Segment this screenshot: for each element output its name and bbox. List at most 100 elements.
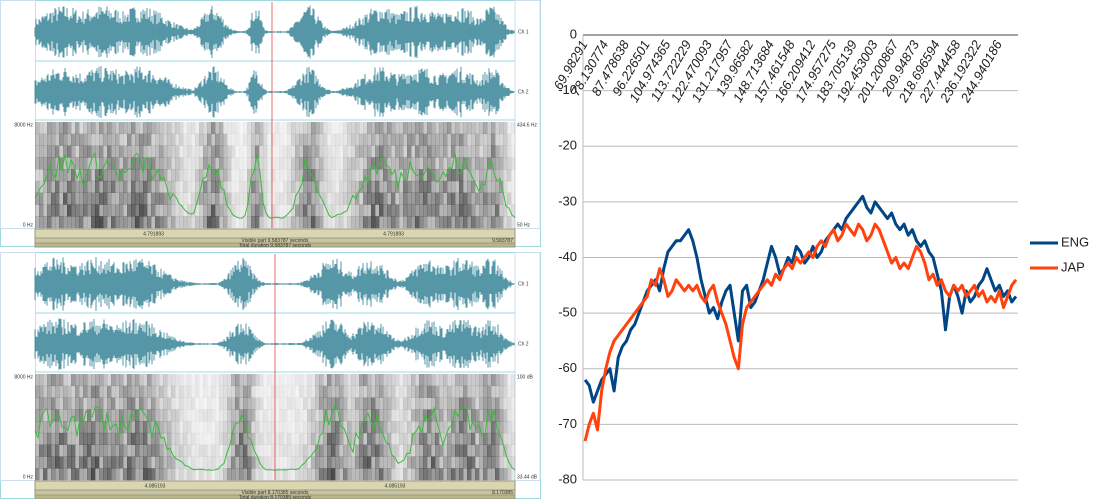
spectrogram-cell (407, 385, 412, 398)
spectrogram-cell (255, 145, 260, 158)
spectrogram-cell (455, 192, 460, 205)
spectrogram-cell (307, 385, 312, 398)
spectrogram-cell (355, 145, 360, 158)
spectrogram-cell (87, 192, 92, 205)
spectrogram-cell (275, 444, 280, 457)
spectrogram-cell (471, 456, 476, 469)
spectrogram-cell (91, 122, 96, 135)
spectrogram-cell (87, 216, 92, 229)
spectrogram-cell (191, 397, 196, 410)
spectrogram-cell (135, 122, 140, 135)
spectrogram-cell (299, 421, 304, 434)
spectrogram-cell (207, 468, 212, 481)
spectrogram-cell (299, 444, 304, 457)
spectrogram-cell (495, 145, 500, 158)
spectrogram-cell (203, 432, 208, 445)
spectrogram-cell (87, 169, 92, 182)
spectrogram-cell (451, 145, 456, 158)
spectrogram-cell (223, 192, 228, 205)
spectrogram-cell (359, 468, 364, 481)
spectrogram-cell (467, 122, 472, 135)
spectrogram-cell (155, 374, 160, 387)
spectrogram-cell (499, 122, 504, 135)
spectrogram-cell (423, 385, 428, 398)
spectrogram-cell (271, 444, 276, 457)
spectrogram-cell (511, 204, 516, 217)
spectrogram-cell (179, 145, 184, 158)
right-bottom: 50 Hz (517, 222, 531, 228)
spectrogram-cell (427, 409, 432, 422)
spectrogram-cell (423, 397, 428, 410)
spectrogram-cell (355, 216, 360, 229)
spectrogram-cell (187, 456, 192, 469)
spectrogram-cell (131, 216, 136, 229)
spectrogram-cell (267, 216, 272, 229)
spectrogram-cell (111, 180, 116, 193)
spectrogram-cell (371, 169, 376, 182)
spectrogram-cell (503, 122, 508, 135)
spectrogram-cell (379, 468, 384, 481)
spectrogram-cell (343, 180, 348, 193)
spectrogram-cell (211, 421, 216, 434)
spectrogram-cell (43, 421, 48, 434)
spectrogram-cell (163, 397, 168, 410)
spectrogram-cell (455, 374, 460, 387)
spectrogram-cell (335, 192, 340, 205)
spectrogram-cell (47, 374, 52, 387)
spectrogram-cell (459, 145, 464, 158)
spectrogram-cell (283, 432, 288, 445)
spectrogram-cell (439, 385, 444, 398)
spectrogram-cell (235, 409, 240, 422)
spectrogram-cell (323, 385, 328, 398)
spectrogram-cell (311, 421, 316, 434)
spectrogram-cell (167, 192, 172, 205)
spectrogram-cell (71, 180, 76, 193)
spectrogram-cell (115, 216, 120, 229)
spectrogram-cell (335, 133, 340, 146)
spectrogram-cell (63, 216, 68, 229)
spectrogram-cell (443, 192, 448, 205)
spectrogram-cell (387, 421, 392, 434)
spectrogram-cell (243, 409, 248, 422)
spectrogram-cell (423, 216, 428, 229)
spectrogram-cell (263, 169, 268, 182)
spectrogram-cell (155, 468, 160, 481)
spectrogram-cell (63, 397, 68, 410)
spectrogram-cell (111, 456, 116, 469)
spectrogram-cell (487, 169, 492, 182)
spectrogram-cell (79, 409, 84, 422)
spectrogram-cell (431, 216, 436, 229)
spectrogram-cell (167, 397, 172, 410)
spectrogram-cell (227, 169, 232, 182)
spectrogram-cell (311, 385, 316, 398)
spectrogram-cell (263, 122, 268, 135)
spectrogram-cell (447, 192, 452, 205)
spectrogram-cell (51, 122, 56, 135)
spectrogram-cell (259, 397, 264, 410)
spectrogram-cell (407, 180, 412, 193)
spectrogram-cell (39, 192, 44, 205)
spectrogram-cell (459, 180, 464, 193)
spectrogram-cell (279, 456, 284, 469)
spectrogram-cell (207, 385, 212, 398)
spectrogram-cell (163, 456, 168, 469)
spectrogram-cell (327, 444, 332, 457)
spectrogram-cell (39, 385, 44, 398)
spectrogram-cell (355, 157, 360, 170)
spectrogram-cell (239, 157, 244, 170)
spectrogram-cell (491, 468, 496, 481)
spectrogram-cell (415, 204, 420, 217)
spectrogram-cell (327, 432, 332, 445)
spectrogram-cell (163, 374, 168, 387)
spectrogram-cell (303, 374, 308, 387)
spectrogram-cell (455, 456, 460, 469)
spectrogram-cell (227, 432, 232, 445)
spectrogram-cell (331, 432, 336, 445)
spectrogram-cell (103, 456, 108, 469)
spectrogram-cell (487, 216, 492, 229)
freq-top: 8000 Hz (14, 122, 33, 128)
spectrogram-cell (167, 216, 172, 229)
spectrogram-cell (483, 397, 488, 410)
spectrogram-cell (35, 456, 40, 469)
spectrogram-cell (415, 216, 420, 229)
